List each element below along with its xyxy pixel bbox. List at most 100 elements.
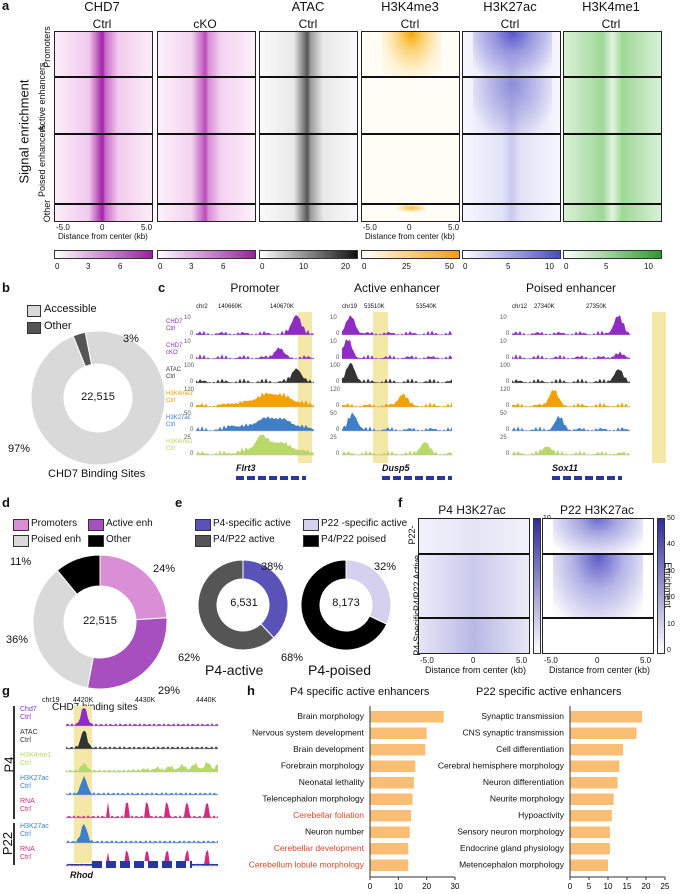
legend-swatch-p4-specific (195, 519, 211, 531)
g-tick-3: 4440K (196, 697, 217, 704)
heatmap-p4-h3k27ac (418, 518, 530, 654)
f-cbar2-labels-5: 0 (667, 647, 671, 654)
colorbar-atac (259, 250, 358, 259)
c-tick-2-0: 27340K (534, 304, 555, 310)
panel-d-label: d (2, 495, 10, 510)
h2-xlabel: -Log10 (adj. P-Value) (577, 892, 657, 894)
h2-label-8: Endocrine gland physiology (460, 843, 565, 853)
h1-bar-1 (370, 727, 427, 739)
heatmap-chd7-ctrl (54, 31, 153, 222)
h1-label-7: Neuron number (305, 827, 364, 837)
f-cbar2-labels-2: 30 (667, 567, 675, 575)
c-zero-2-0: 0 (506, 331, 510, 337)
donut-b-center: 22,515 (81, 391, 115, 403)
legend-swatch-p4p22-poised (303, 535, 319, 547)
f-title-p22: P22 H3K27ac (559, 503, 635, 517)
g-group-p4: P4 (1, 756, 17, 773)
panel-f-label: f (398, 495, 403, 510)
c-track-2-1 (512, 351, 630, 359)
cb3-t1: 10 (299, 262, 308, 271)
g-track-cond-0: Ctrl (20, 714, 31, 721)
c-zero-2-4: 0 (506, 427, 510, 433)
f-cbar2-labels-3: 20 (667, 594, 675, 602)
donut-e2-pct-a: 32% (374, 561, 397, 573)
cb4-t1: 25 (402, 262, 411, 271)
g-bracket-p4 (13, 706, 15, 819)
cb1-t0: 0 (55, 262, 60, 271)
g-gene-exons (92, 861, 192, 868)
c-gene-model-2 (552, 476, 622, 480)
h-title-2: P22 specific active enhancers (476, 686, 622, 698)
c-track-1-3 (342, 393, 452, 407)
h1-label-5: Telencephalon morphology (262, 794, 364, 804)
c-track-2-3 (512, 389, 630, 407)
h2-label-2: Cell differentiation (496, 744, 564, 754)
f-xtick-2a: -5.0 (544, 656, 558, 665)
c-title-1: Active enhancer (353, 281, 441, 295)
c-scale-0-3: 120 (184, 387, 195, 393)
c-tracks-svg-0 (196, 315, 314, 456)
donut-e1-center: 6,531 (230, 597, 258, 609)
c-zero-1-4: 0 (336, 427, 340, 433)
col-header-h3k4me1: H3K4me1 (582, 0, 640, 14)
c-scale-1-0: 10 (330, 315, 337, 321)
h-charts: Brain morphology Nervous system developme… (249, 706, 670, 894)
g-track-5 (66, 824, 218, 844)
donut-e2-slice-p4-p22-poised (300, 559, 388, 651)
legend-p4-specific: P4-specific active (213, 518, 291, 529)
f-cbar2-labels-0: 50 (667, 515, 675, 522)
g-track-cond-3: Ctrl (20, 783, 31, 790)
g-track-label-0: Chd7 (20, 706, 37, 713)
c-chr-2: chr12 (512, 304, 528, 310)
f-cbar-label: Enrichment (663, 562, 673, 608)
cb5-t1: 5 (506, 262, 511, 271)
donut-e1-slice-p4-specific-active (242, 559, 289, 639)
a-xlabel-1: Distance from center (kb) (58, 232, 148, 241)
c-track-label-0: CHD7 (166, 319, 183, 325)
g-track-label-5: H3K27ac (20, 823, 49, 830)
c-scale-1-2: 100 (330, 363, 341, 369)
g-group-p22: P22 (0, 831, 16, 856)
cb3-t0: 0 (260, 262, 265, 271)
legend-other-d: Other (106, 534, 132, 545)
cb4-t2: 50 (445, 262, 454, 271)
a-xtick-2c: 5.0 (448, 223, 460, 232)
c-zero-0-4: 0 (190, 427, 194, 433)
donut-e2 (300, 559, 392, 651)
donut-d-slice-poised-enh (32, 569, 94, 689)
legend-accessible: Accessible (44, 303, 97, 315)
donut-e1 (197, 559, 289, 651)
a-xtick-2a: -5.0 (363, 223, 377, 232)
c-track-0-4 (196, 416, 314, 431)
h1-bar-5 (370, 793, 413, 805)
h1-bar-2 (370, 744, 426, 756)
h2-xtick-1: 5 (587, 882, 592, 891)
c-tracks-svg-1 (342, 315, 452, 456)
legend-swatch-promoters (13, 519, 29, 531)
donut-b-pct-other: 3% (123, 333, 139, 345)
c-scale-2-3: 120 (500, 387, 511, 393)
h2-label-5: Neurite morphology (490, 794, 565, 804)
panel-h-label: h (247, 683, 255, 698)
cb2-t0: 0 (158, 262, 163, 271)
c-track-2-5 (512, 446, 630, 455)
h2-bar-8 (570, 843, 610, 855)
h2-bar-3 (570, 760, 620, 772)
legend-swatch-p4p22-active (195, 535, 211, 547)
c-gene-model-1 (382, 476, 452, 480)
c-track-cond-4: Ctrl (166, 422, 176, 428)
g-tick-2: 4430K (135, 697, 156, 704)
cb2-t1: 3 (189, 262, 194, 271)
f-title-p4: P4 H3K27ac (438, 503, 506, 517)
heatmap-h3k4me1 (563, 31, 662, 222)
c-track-2-0 (512, 315, 630, 335)
c-track-1-1 (342, 339, 452, 359)
f-xtick-1b: 0 (471, 656, 476, 665)
c-track-1-2 (342, 363, 452, 383)
c-scale-0-1: 10 (184, 339, 191, 345)
donut-e2-center: 8,173 (332, 597, 360, 609)
donut-b (30, 330, 166, 466)
colorbar-chd7-cko (157, 250, 256, 259)
legend-p4p22-active: P4/P22 active (213, 534, 275, 545)
col-header-chd7: CHD7 (84, 0, 120, 14)
